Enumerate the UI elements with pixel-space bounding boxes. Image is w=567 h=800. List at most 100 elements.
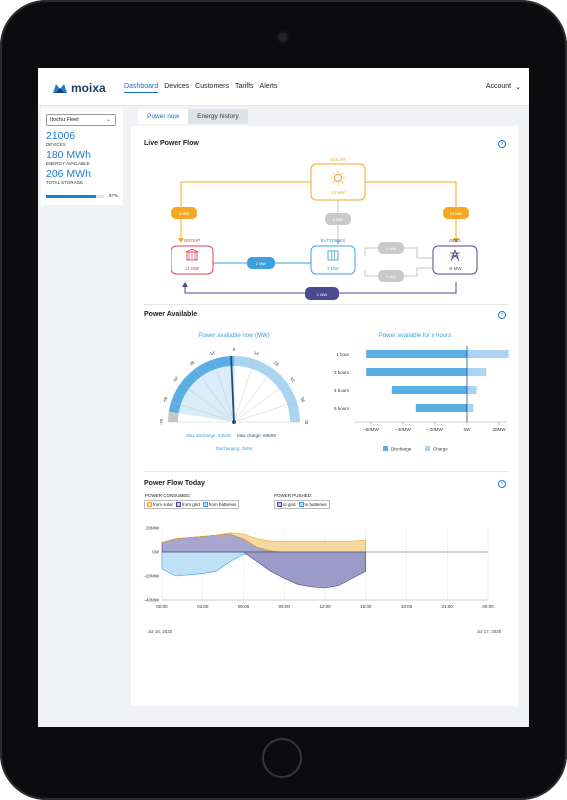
- grid-to-batteries-value: 0 MW: [386, 246, 397, 251]
- legend-from-batteries[interactable]: from batteries: [202, 502, 236, 508]
- discharging-label: Discharging: 2MW: [216, 446, 254, 451]
- section-divider: [144, 471, 509, 472]
- y-tick-label: 20MW: [146, 526, 160, 531]
- screen: moixa Dashboard Devices Customers Tariff…: [38, 68, 529, 727]
- batteries-grid-line: [364, 267, 433, 277]
- hours-category-label: 4 hours: [334, 388, 350, 393]
- flow-today-title: Power Flow Today: [144, 480, 205, 487]
- grid-node[interactable]: [432, 245, 478, 275]
- gauge-needle-hub: [232, 420, 236, 424]
- energy-stat: 180 MWh ENERGY AVAILABLE: [46, 150, 91, 167]
- legend-to-batteries[interactable]: to batteries: [298, 502, 327, 508]
- x-tick-label: 00:00: [482, 604, 494, 609]
- gauge-tick-label: -14: [208, 350, 216, 357]
- discharge-bar: [366, 350, 467, 358]
- from-solar-swatch: [147, 502, 152, 508]
- y-tick-label: −40MW: [143, 598, 159, 603]
- tab-energy-history[interactable]: Energy history: [188, 109, 248, 124]
- gauge-graphic: -70 -56 -42 -28 -14 0 14 28 42 56 70: [159, 347, 309, 425]
- legend-from-solar-label: from solar: [153, 502, 174, 507]
- nav-dashboard[interactable]: Dashboard: [124, 83, 159, 93]
- x-tick-label: −40MW: [395, 427, 411, 432]
- chevron-down-icon: ⌄: [515, 84, 521, 91]
- storage-stat: 206 MWh TOTAL STORAGE: [46, 168, 91, 186]
- pylon-icon: [450, 249, 460, 262]
- solar-value: 14 MW: [331, 190, 346, 195]
- batteries-value: 2 MW: [327, 266, 340, 271]
- nav-alerts[interactable]: Alerts: [259, 83, 278, 90]
- legend-discharge-swatch: [383, 446, 388, 451]
- legend-charge-label: Charge: [433, 447, 448, 452]
- x-tick-label: −20MW: [427, 427, 443, 432]
- solar-to-grid-value: 10 MW: [450, 211, 463, 216]
- charge-bar: [467, 368, 487, 376]
- gauge-title: Power available now (MW): [198, 333, 269, 339]
- date-end: Jul 17, 2020: [477, 629, 502, 634]
- from-grid-swatch: [176, 502, 182, 508]
- charge-bar: [467, 350, 509, 358]
- gauge-tick-label: 70: [304, 420, 309, 425]
- devices-value: 21006: [46, 130, 76, 142]
- x-tick-label: 21:00: [442, 604, 454, 609]
- help-icon[interactable]: ?: [498, 311, 506, 319]
- legend-to-batteries-label: to batteries: [304, 502, 327, 507]
- x-tick-label: 12:00: [319, 604, 331, 609]
- grid-batteries-line: [364, 247, 433, 259]
- nav-tariffs[interactable]: Tariffs: [235, 83, 254, 90]
- x-tick-label: 18:00: [401, 604, 413, 609]
- x-tick-label: 00:00: [156, 604, 168, 609]
- home-button[interactable]: [262, 738, 302, 778]
- storage-progress-bar: [46, 195, 104, 198]
- fleet-summary-card: Itochu Fleet ⌄ 21006 DEVICES 180 MWh ENE…: [41, 108, 123, 205]
- discharge-bar: [366, 368, 467, 376]
- battery-icon: [327, 250, 339, 261]
- x-tick-label: 15:00: [360, 604, 372, 609]
- gauge-tick-label: -70: [159, 418, 164, 425]
- account-menu[interactable]: Account ⌄: [486, 83, 521, 91]
- legend-to-grid[interactable]: to grid: [277, 502, 296, 508]
- solar-to-grid-pill: [443, 207, 469, 219]
- grid-value: -9 MW: [448, 266, 462, 271]
- hours-category-label: 1 hour: [336, 352, 349, 357]
- batteries-to-grid-value: 0 MW: [386, 274, 397, 279]
- power-now-panel: Live Power Flow ?: [131, 126, 518, 706]
- gauge-sector-discharge: [178, 366, 234, 422]
- fleet-select[interactable]: Itochu Fleet ⌄: [46, 114, 116, 126]
- legend-from-grid[interactable]: from grid: [176, 502, 200, 508]
- fleet-select-value: Itochu Fleet: [50, 117, 79, 123]
- gauge-tick-line: [237, 383, 288, 420]
- legend-from-solar[interactable]: from solar: [147, 502, 174, 508]
- nav-links: Dashboard Devices Customers Tariffs Aler…: [124, 83, 277, 93]
- nav-devices[interactable]: Devices: [164, 83, 190, 90]
- tab-power-now[interactable]: Power now: [138, 109, 189, 124]
- nav-customers[interactable]: Customers: [195, 83, 229, 90]
- moixa-logo[interactable]: moixa: [53, 81, 106, 95]
- pushed-heading: POWER PUSHED:: [274, 493, 313, 498]
- discharge-bar: [391, 386, 467, 394]
- legend-to-grid-label: to grid: [283, 502, 296, 507]
- grid-to-group-pill: [305, 287, 339, 300]
- x-tick-label: 0W: [464, 427, 472, 432]
- devices-label: DEVICES: [46, 142, 66, 147]
- gauge-tick-line: [237, 401, 297, 421]
- to-batteries-swatch: [298, 502, 304, 508]
- group-label: GROUP: [184, 238, 201, 243]
- gauge-tick-label: 14: [253, 350, 260, 356]
- sun-icon: [331, 171, 345, 185]
- devices-stat: 21006 DEVICES: [46, 130, 76, 148]
- help-icon[interactable]: ?: [498, 480, 506, 488]
- batteries-to-group-value: 2 MW: [256, 261, 267, 266]
- solar-to-batteries-value: 0 MW: [333, 217, 344, 222]
- y-tick-label: −20MW: [143, 574, 159, 579]
- power-available-title: Power Available: [144, 311, 198, 318]
- storage-value: 206 MWh: [46, 168, 91, 180]
- gauge-tick-line: [236, 368, 273, 419]
- gauge-tick-line: [171, 401, 231, 421]
- section-divider: [144, 304, 509, 305]
- help-icon[interactable]: ?: [498, 140, 506, 148]
- gauge-tick-line: [235, 359, 255, 419]
- solar-to-group-pill: [171, 207, 197, 219]
- grid-to-batteries-pill: [378, 242, 404, 254]
